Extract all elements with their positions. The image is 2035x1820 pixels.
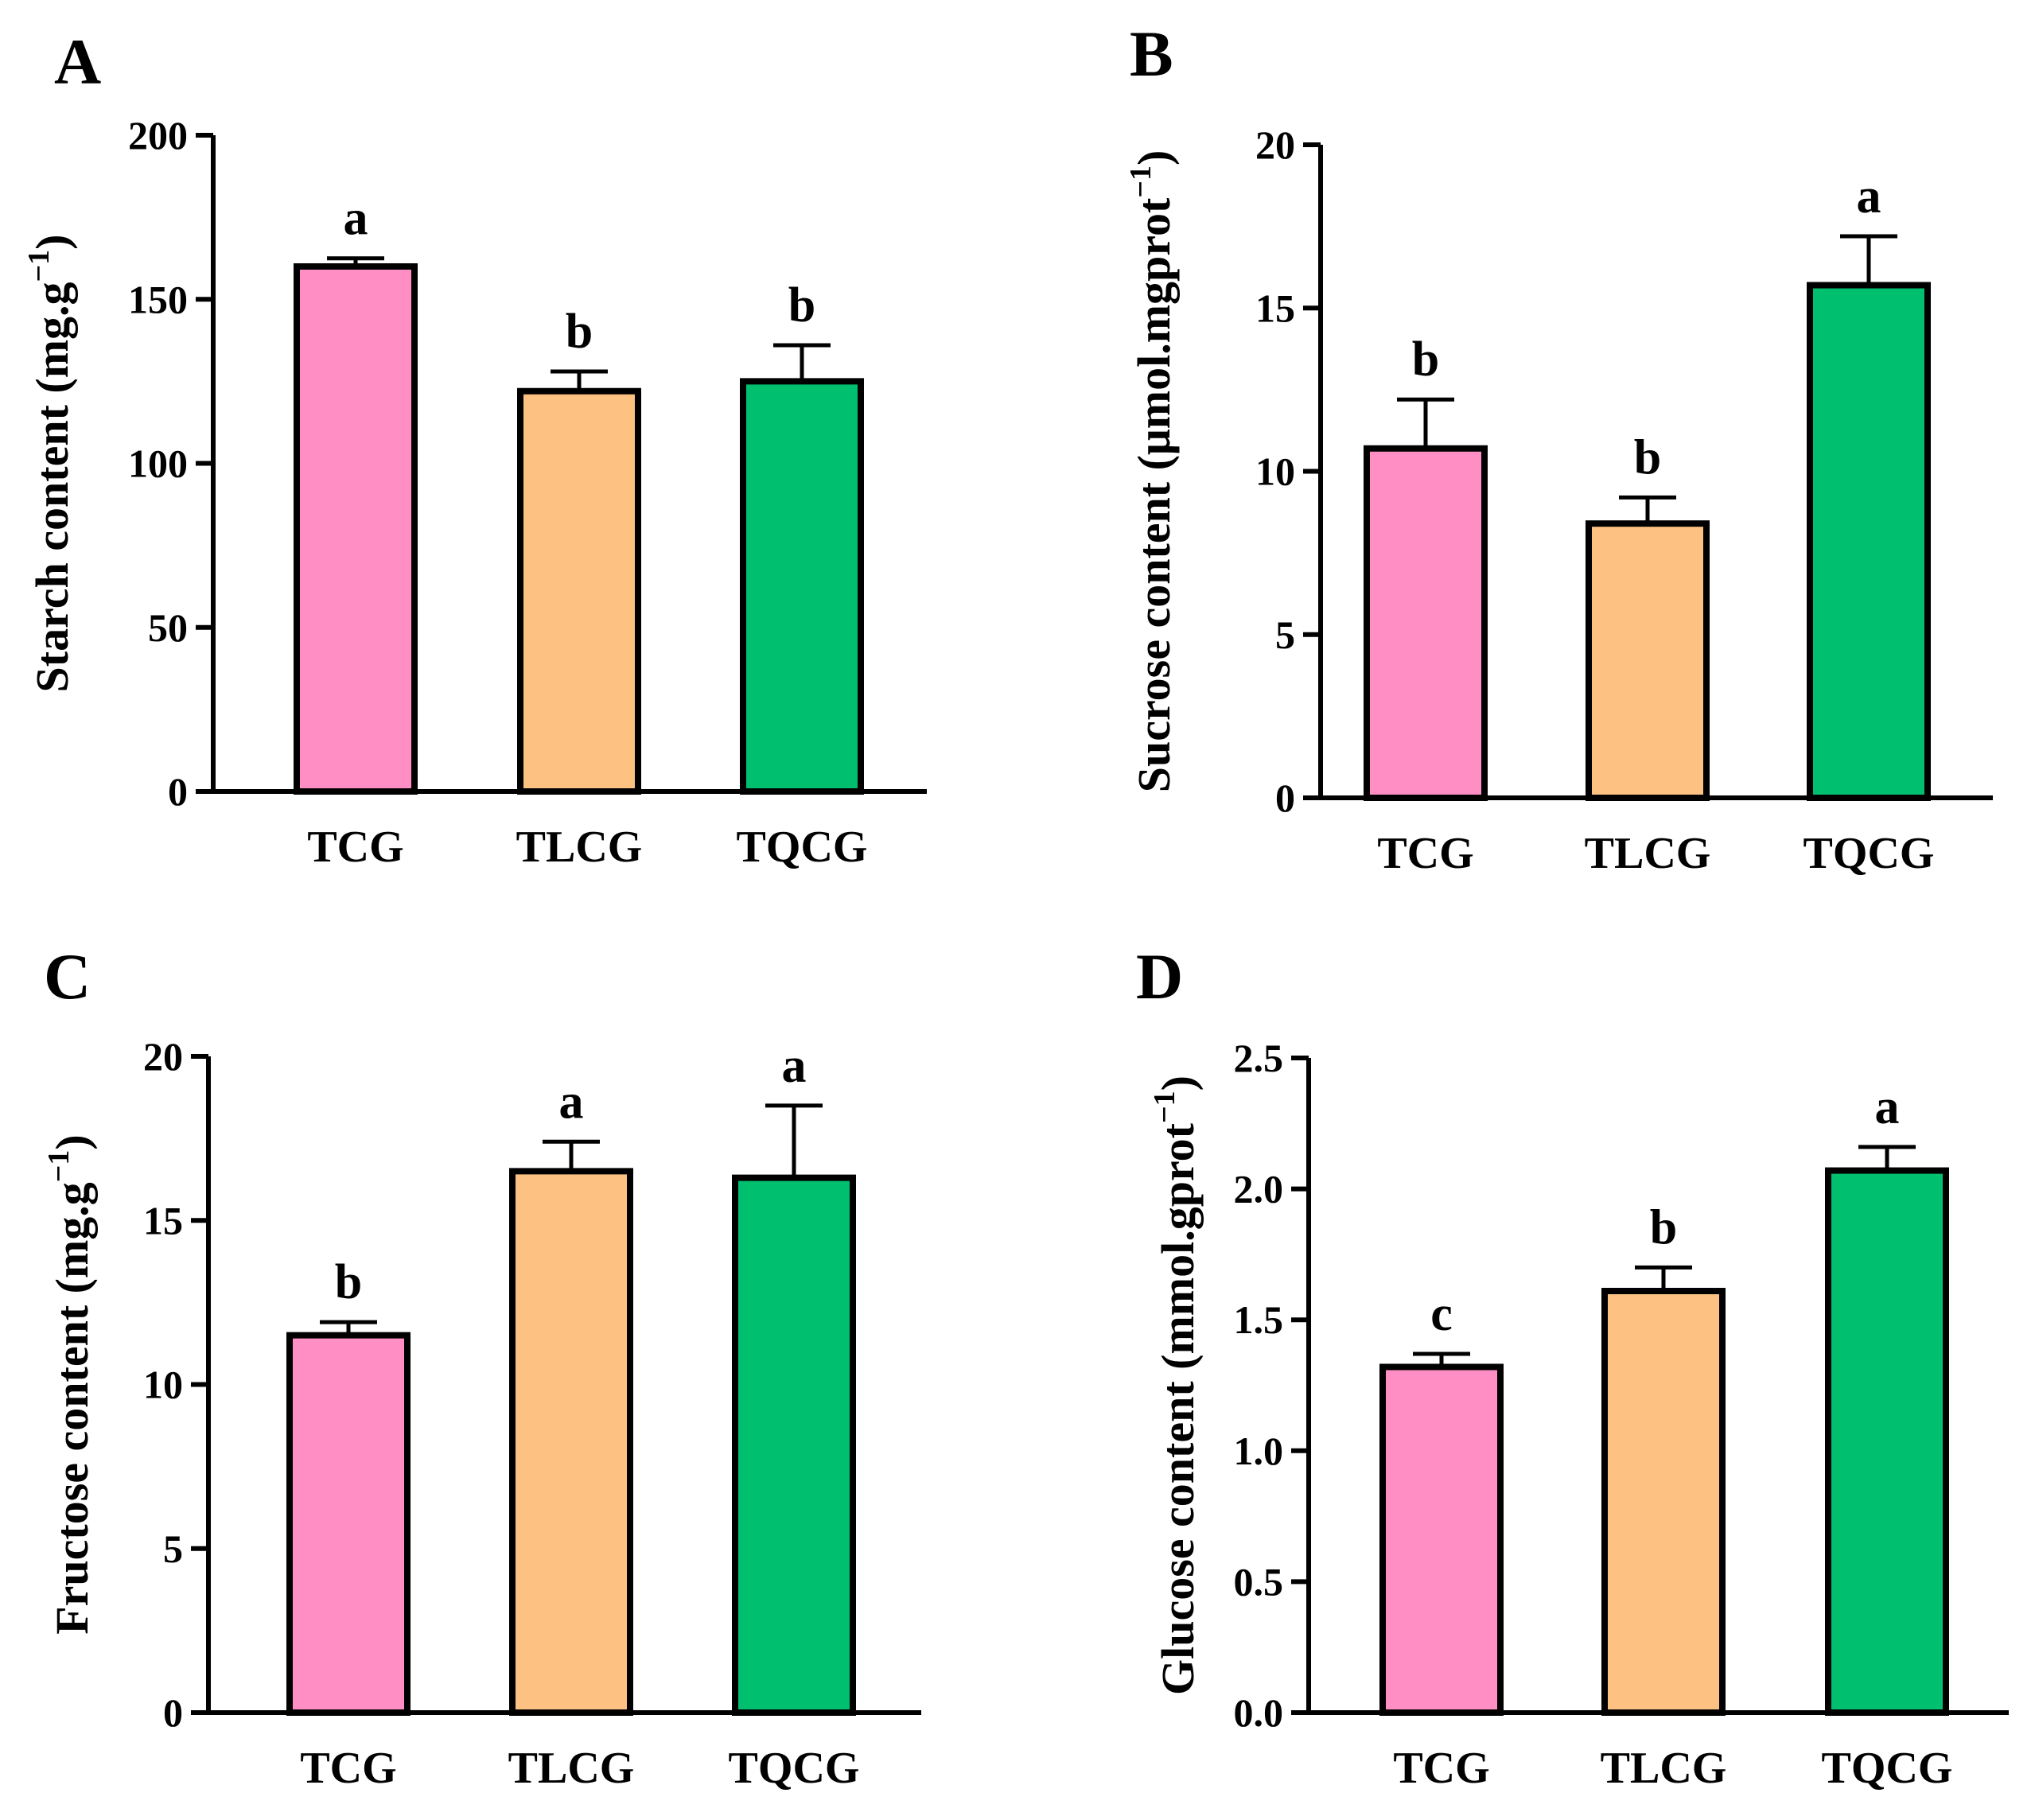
significance-label: b	[788, 278, 815, 332]
y-tick-label: 50	[148, 605, 188, 650]
y-tick-label: 10	[143, 1363, 183, 1407]
y-tick-label: 2.0	[1234, 1167, 1284, 1211]
x-tick-label: TQCG	[1803, 829, 1935, 878]
x-tick-label: TQCG	[1822, 1744, 1953, 1793]
significance-label: c	[1430, 1287, 1453, 1341]
y-tick-label: 0.5	[1234, 1559, 1284, 1604]
y-tick-label: 0	[163, 1690, 183, 1735]
y-tick-label: 150	[128, 277, 188, 321]
y-tick-label: 15	[1255, 286, 1295, 330]
y-tick-label: 20	[143, 1034, 183, 1079]
bar-tlcg	[517, 387, 641, 795]
x-tick-label: TLCG	[508, 1744, 635, 1793]
significance-label: b	[566, 305, 593, 359]
y-tick-label: 0	[1275, 776, 1295, 820]
x-tick-label: TQCG	[729, 1744, 860, 1793]
y-axis-title: Fructose content (mg.g−1)	[42, 1134, 98, 1635]
y-tick-label: 1.0	[1234, 1429, 1284, 1473]
bar-tqcg	[1825, 1167, 1949, 1716]
x-tick-label: TCG	[1377, 829, 1473, 878]
x-tick-label: TLCG	[516, 822, 643, 872]
panel-label: B	[1130, 18, 1173, 90]
x-tick-label: TLCG	[1585, 829, 1711, 878]
x-tick-label: TCG	[300, 1744, 396, 1793]
significance-label: a	[559, 1075, 584, 1129]
significance-label: b	[1634, 430, 1661, 484]
x-tick-label: TCG	[1393, 1744, 1489, 1793]
bar-tlcg	[509, 1168, 633, 1716]
y-tick-label: 0	[168, 769, 188, 814]
bar-tcg	[294, 263, 418, 795]
y-tick-label: 20	[1255, 122, 1295, 167]
panel-a: A 0 50 100 150 200 Starch content (mg.g−1) a TCG…	[22, 25, 927, 872]
y-tick-label: 5	[1275, 612, 1295, 657]
bar-tlcg	[1586, 520, 1710, 801]
significance-label: b	[1650, 1200, 1677, 1254]
panel-c: C 0 5 10 15 20 Fructose content (mg.g−1) b TCG a T…	[42, 940, 921, 1793]
significance-label: a	[1857, 169, 1881, 224]
y-axis-title: Starch content (mg.g−1)	[22, 234, 78, 692]
y-tick-label: 0.0	[1234, 1690, 1284, 1735]
bar-tqcg	[1807, 282, 1931, 801]
bar-tqcg	[732, 1174, 856, 1716]
x-tick-label: TCG	[307, 822, 403, 872]
bar-tcg	[1379, 1363, 1504, 1717]
y-tick-label: 10	[1255, 449, 1295, 494]
panel-label: A	[54, 25, 101, 98]
y-tick-label: 100	[128, 441, 188, 486]
significance-label: b	[1412, 332, 1439, 387]
panel-label: C	[44, 940, 91, 1013]
y-tick-label: 5	[163, 1526, 183, 1571]
y-tick-label: 15	[143, 1198, 183, 1242]
panel-d: D 0.0 0.5 1.0 1.5 2.0 2.5 Glucose content (mmol…	[1136, 940, 2009, 1793]
y-tick-label: 200	[128, 113, 188, 158]
significance-label: a	[1875, 1080, 1900, 1134]
y-axis-title: Sucrose content (μmol.mgprot−1)	[1124, 150, 1180, 793]
significance-label: a	[344, 192, 368, 246]
significance-label: a	[782, 1039, 807, 1093]
bar-tqcg	[740, 378, 864, 795]
panel-b: B 0 5 10 15 20 Sucrose content (μmol.mgprot−1)…	[1124, 18, 1993, 878]
x-tick-label: TQCG	[737, 822, 868, 872]
significance-label: b	[335, 1255, 362, 1309]
bar-tlcg	[1601, 1287, 1726, 1717]
y-tick-label: 2.5	[1234, 1036, 1284, 1080]
panel-label: D	[1136, 940, 1183, 1013]
y-axis-title: Glucose content (mmol.gprot−1)	[1148, 1075, 1204, 1695]
bar-tcg	[1364, 445, 1488, 801]
x-tick-label: TLCG	[1601, 1744, 1727, 1793]
bar-tcg	[286, 1332, 411, 1716]
y-tick-label: 1.5	[1234, 1297, 1284, 1342]
